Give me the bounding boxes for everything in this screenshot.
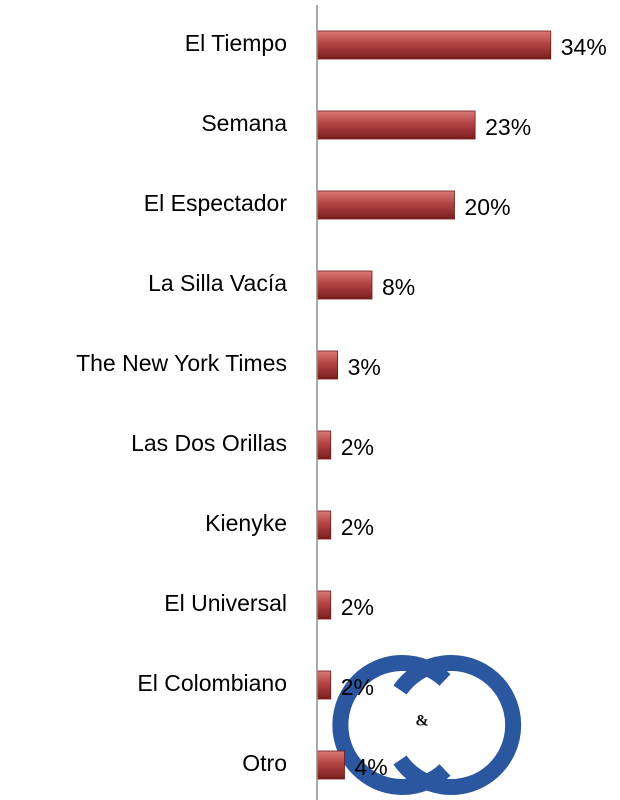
value-label: 4%	[355, 754, 388, 780]
category-label: El Espectador	[144, 190, 288, 216]
bar	[316, 30, 552, 60]
value-label: 20%	[465, 194, 511, 220]
logo-ring-right	[393, 655, 522, 795]
value-label: 2%	[341, 514, 374, 540]
bar	[316, 510, 332, 540]
bar	[316, 110, 476, 140]
value-label: 34%	[561, 34, 607, 60]
category-label: Kienyke	[205, 510, 287, 536]
bar	[316, 350, 339, 380]
value-label: 2%	[341, 594, 374, 620]
value-label: 8%	[382, 274, 415, 300]
logo: &	[332, 655, 522, 795]
bar	[316, 430, 332, 460]
value-label: 23%	[485, 114, 531, 140]
bar	[316, 750, 345, 780]
category-label: El Universal	[164, 590, 287, 616]
category-label: Las Dos Orillas	[131, 430, 287, 456]
category-label: Otro	[242, 750, 287, 776]
value-label: 2%	[341, 434, 374, 460]
bar	[316, 190, 455, 220]
category-label: Semana	[201, 110, 287, 136]
category-label: El Colombiano	[137, 670, 287, 696]
bar	[316, 590, 332, 620]
logo-ring-left	[332, 655, 451, 795]
value-label: 2%	[341, 674, 374, 700]
bar	[316, 270, 373, 300]
logo-text: &	[415, 713, 428, 730]
category-label: The New York Times	[76, 350, 287, 376]
bar	[316, 670, 332, 700]
value-label: 3%	[348, 354, 381, 380]
category-label: El Tiempo	[185, 30, 287, 56]
category-label: La Silla Vacía	[148, 270, 287, 296]
